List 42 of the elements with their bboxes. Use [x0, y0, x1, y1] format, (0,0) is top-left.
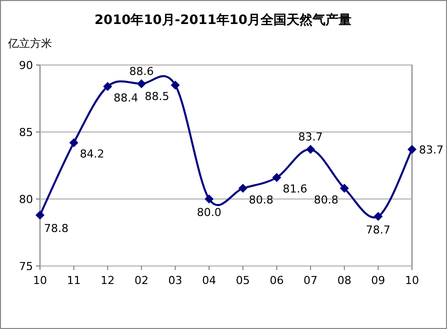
x-tick-label: 03 [168, 274, 182, 287]
data-label: 80.8 [248, 193, 274, 206]
chart-title: 2010年10月-2011年10月全国天然气产量 [94, 12, 352, 28]
data-label: 88.4 [114, 91, 138, 104]
point [408, 144, 416, 154]
x-tick-label: 05 [236, 274, 250, 287]
y-tick-label: 85 [19, 126, 33, 139]
x-tick-label: 02 [134, 274, 148, 287]
y-tick-label: 80 [19, 193, 33, 206]
x-tick-label: 11 [66, 274, 81, 287]
x-tick-label: 04 [202, 274, 216, 287]
x-tick-label: 12 [100, 274, 115, 287]
point [204, 194, 214, 204]
data-label: 78.7 [366, 223, 390, 236]
data-label: 80.0 [196, 206, 222, 219]
point [69, 138, 78, 148]
x-tick-label: 10 [33, 274, 47, 287]
data-label: 81.6 [282, 182, 308, 196]
y-tick-label: 75 [19, 260, 33, 273]
data-label: 83.7 [419, 143, 444, 156]
x-tick-label: 06 [270, 274, 284, 287]
data-label: 80.8 [314, 193, 338, 206]
data-label: 84.2 [80, 148, 104, 161]
point [272, 173, 282, 182]
data-label: 88.5 [144, 90, 170, 104]
x-tick-label: 07 [304, 274, 318, 287]
y-axis-title: 亿立方米 [7, 37, 52, 50]
point [306, 144, 316, 154]
point [136, 79, 146, 88]
data-label: 88.6 [129, 64, 154, 78]
data-label: 83.7 [298, 130, 323, 144]
x-tick-label: 10 [405, 274, 419, 287]
data-label: 78.8 [44, 222, 68, 236]
point [238, 184, 248, 193]
y-tick-label: 90 [19, 59, 33, 72]
point [170, 80, 180, 90]
point [103, 82, 112, 91]
x-tick-label: 08 [337, 274, 352, 287]
point [340, 184, 349, 193]
point [374, 212, 383, 221]
point [36, 210, 44, 220]
x-tick-label: 09 [371, 274, 386, 287]
